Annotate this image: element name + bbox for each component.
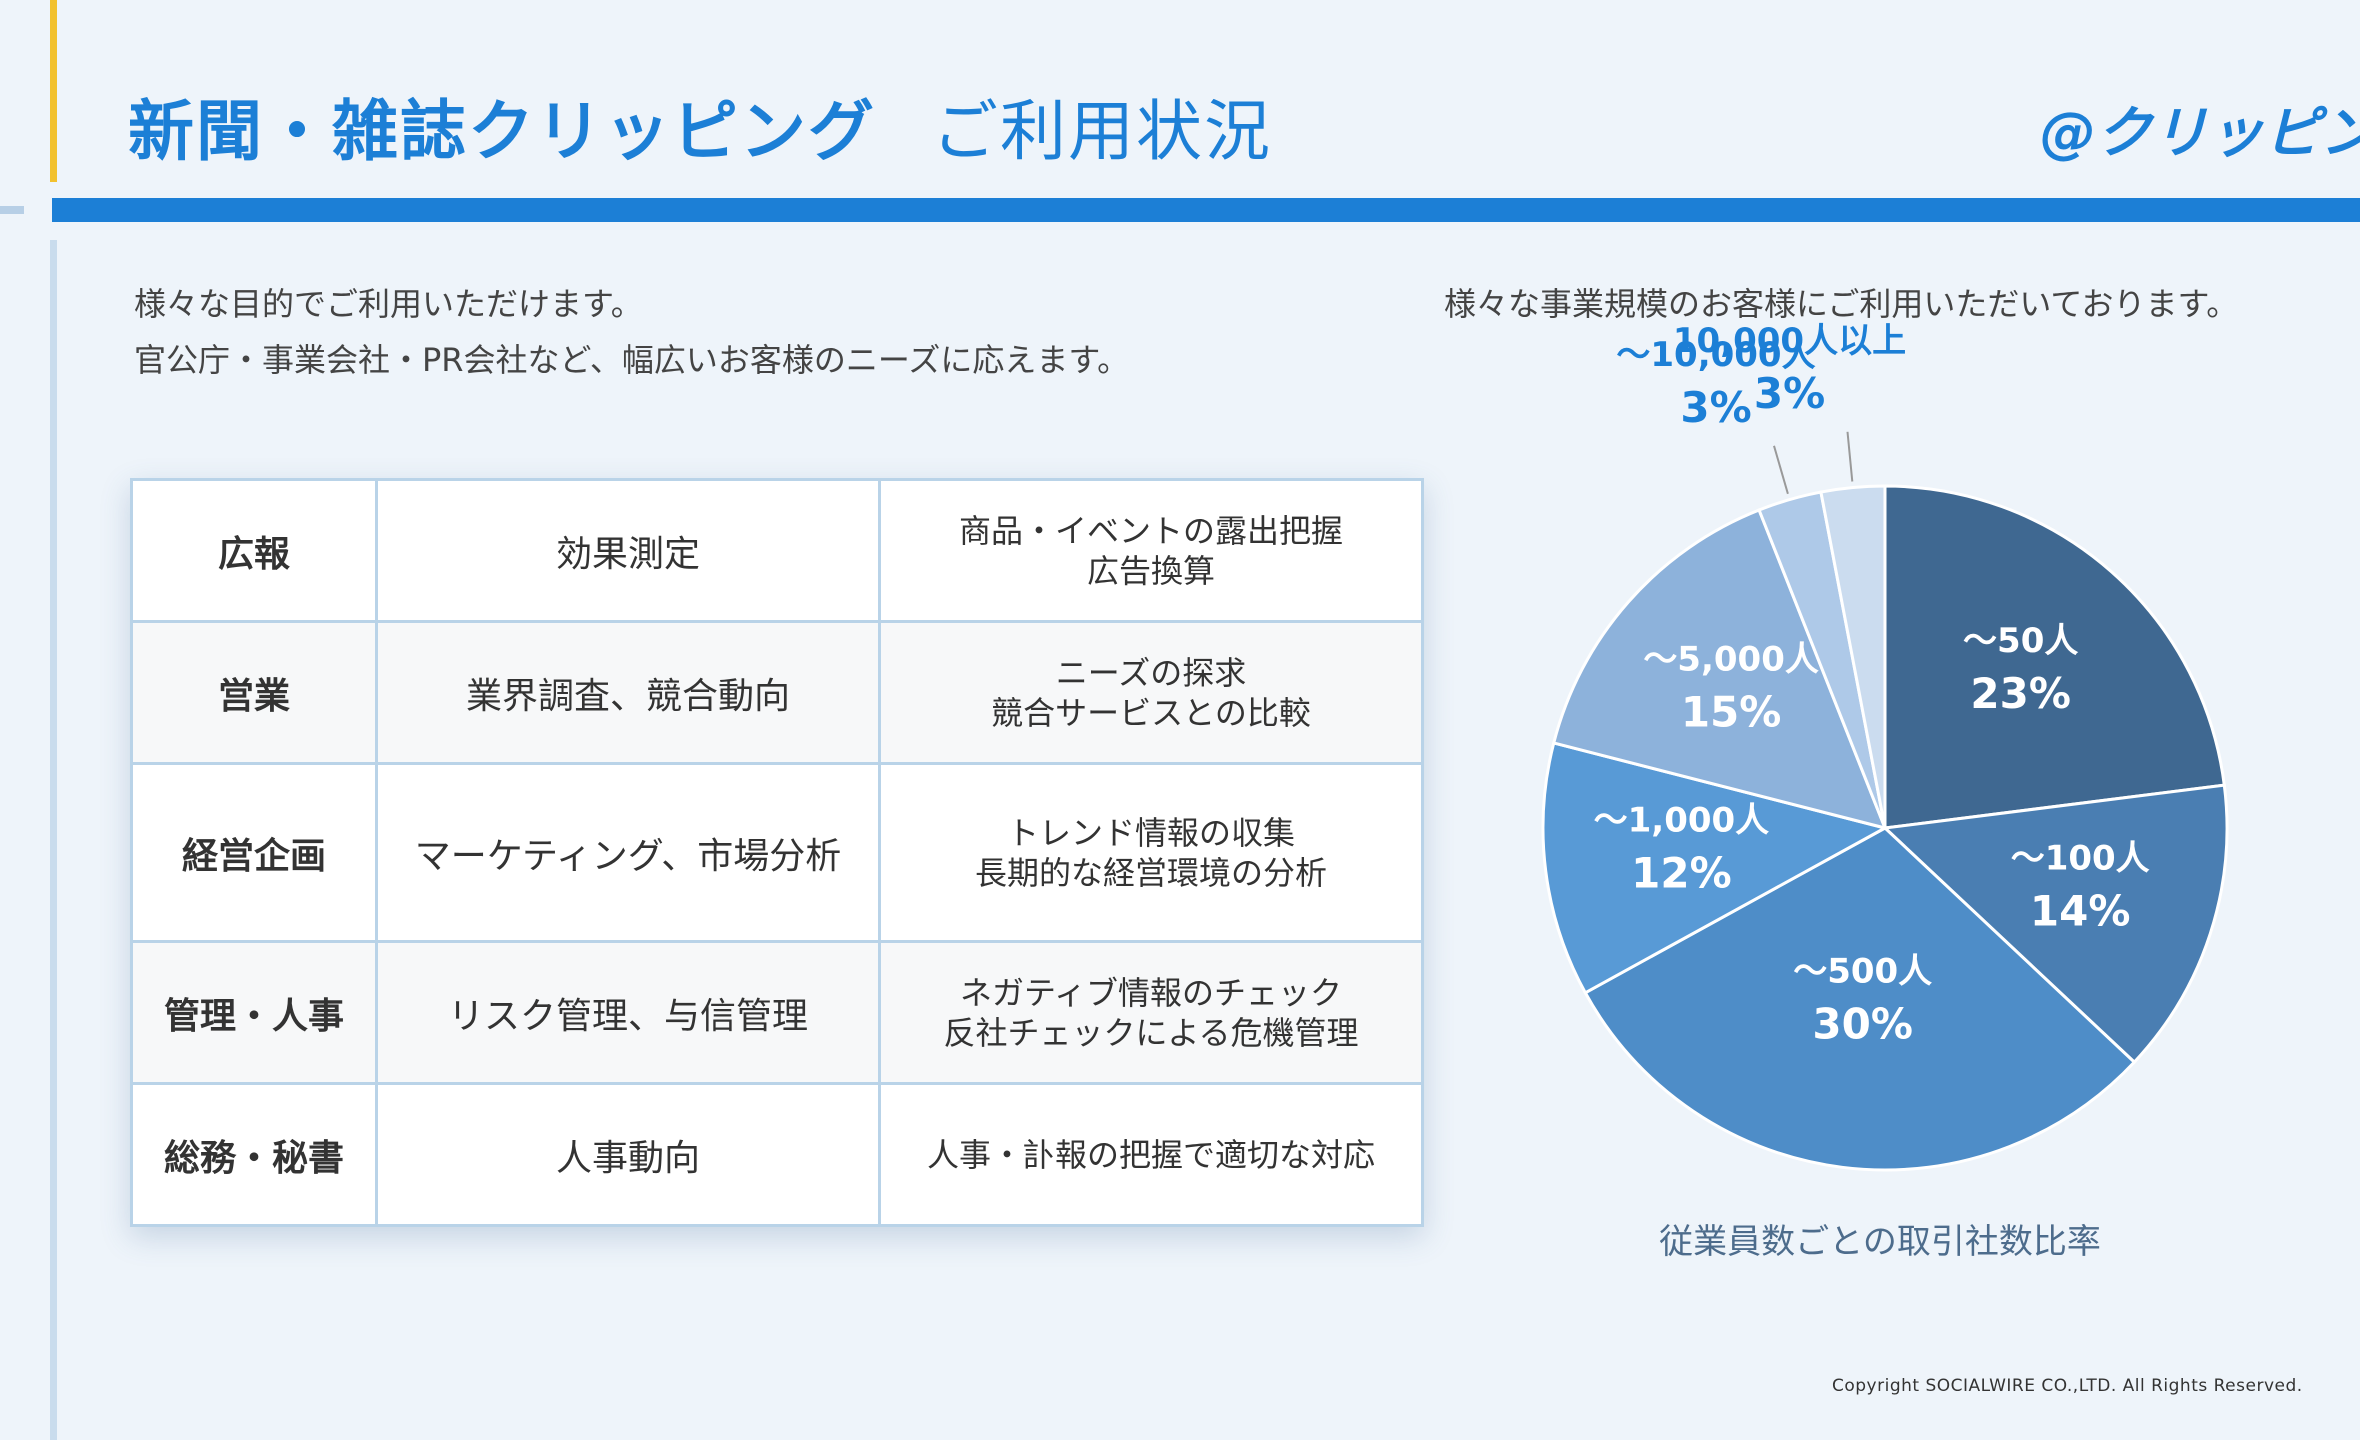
detail-line: 人事・訃報の把握で適切な対応 xyxy=(926,1135,1375,1174)
header-bar xyxy=(52,198,2360,222)
page-title-main: 新聞・雑誌クリッピング xyxy=(128,93,876,170)
pie-category-label-4: 〜5,000人 xyxy=(1643,639,1819,679)
pie-percent-label-3: 12% xyxy=(1631,849,1732,898)
table-cell-department: 経営企画 xyxy=(130,762,378,943)
pie-slice-6 xyxy=(1819,484,1887,829)
table-row: 営業 業界調査、競合動向 ニーズの探求 競合サービスとの比較 xyxy=(130,620,1424,765)
table-row: 広報 効果測定 商品・イベントの露出把握 広告換算 xyxy=(130,478,1424,623)
pie-percent-label-0: 23% xyxy=(1970,669,2071,718)
table-row: 経営企画 マーケティング、市場分析 トレンド情報の収集 長期的な経営環境の分析 xyxy=(130,762,1424,943)
pie-percent-label-6: 3% xyxy=(1754,369,1825,418)
table-cell-department: 総務・秘書 xyxy=(130,1082,378,1227)
pie-category-label-3: 〜1,000人 xyxy=(1594,801,1770,841)
left-intro-line-2: 官公庁・事業会社・PR会社など、幅広いお客様のニーズに応えます。 xyxy=(134,341,1130,379)
pie-leader-line-6 xyxy=(1846,431,1854,482)
table-cell-detail: ニーズの探求 競合サービスとの比較 xyxy=(878,620,1424,765)
page-title: 新聞・雑誌クリッピング ご利用状況 xyxy=(128,78,1272,174)
usage-table: 広報 効果測定 商品・イベントの露出把握 広告換算 営業 業界調査、競合動向 ニー… xyxy=(130,478,1424,1227)
pie-percent-label-2: 30% xyxy=(1812,999,1913,1048)
copyright-text: Copyright SOCIALWIRE CO.,LTD. All Rights… xyxy=(1832,1376,2303,1396)
pie-category-label-2: 〜500人 xyxy=(1793,951,1932,991)
pie-category-label-6: 10,000人以上 xyxy=(1673,321,1906,361)
accent-bar-yellow xyxy=(50,0,57,182)
pie-slice-0 xyxy=(1883,484,2226,830)
left-intro-line-1: 様々な目的でご利用いただけます。 xyxy=(134,285,643,323)
pie-category-label-5: 〜10,000人 xyxy=(1616,335,1815,375)
table-cell-purpose: リスク管理、与信管理 xyxy=(375,940,881,1085)
table-cell-department: 営業 xyxy=(130,620,378,765)
table-cell-purpose: 人事動向 xyxy=(375,1082,881,1227)
table-cell-purpose: 業界調査、競合動向 xyxy=(375,620,881,765)
table-row: 総務・秘書 人事動向 人事・訃報の把握で適切な対応 xyxy=(130,1082,1424,1227)
pie-slice-4 xyxy=(1551,508,1888,831)
right-intro: 様々な事業規模のお客様にご利用いただいております。 xyxy=(1444,285,2239,323)
pie-slice-3 xyxy=(1541,741,1890,995)
pie-chart-caption: 従業員数ごとの取引社数比率 xyxy=(1659,1222,2101,1262)
table-cell-purpose: 効果測定 xyxy=(375,478,881,623)
table-cell-department: 管理・人事 xyxy=(130,940,378,1085)
pie-percent-label-1: 14% xyxy=(2030,886,2131,935)
detail-line: 長期的な経営環境の分析 xyxy=(974,853,1327,892)
detail-line: 反社チェックによる危機管理 xyxy=(943,1013,1359,1052)
detail-line: ニーズの探求 xyxy=(1055,653,1247,692)
pie-percent-label-4: 15% xyxy=(1681,687,1782,736)
pie-category-label-1: 〜100人 xyxy=(2011,838,2150,878)
left-rule xyxy=(50,240,57,1440)
pie-percent-label-5: 3% xyxy=(1680,383,1751,432)
left-rule-tick xyxy=(0,206,24,214)
table-cell-detail: 商品・イベントの露出把握 広告換算 xyxy=(878,478,1424,623)
table-cell-detail: ネガティブ情報のチェック 反社チェックによる危機管理 xyxy=(878,940,1424,1085)
pie-leader-line-5 xyxy=(1773,445,1789,495)
pie-slice-1 xyxy=(1881,783,2229,1065)
pie-slice-2 xyxy=(1583,826,2137,1172)
detail-line: 競合サービスとの比較 xyxy=(991,693,1311,732)
table-cell-department: 広報 xyxy=(130,478,378,623)
detail-line: ネガティブ情報のチェック xyxy=(959,973,1343,1012)
brand-logo: @クリッピング xyxy=(2040,101,2360,166)
left-intro: 様々な目的でご利用いただけます。 官公庁・事業会社・PR会社など、幅広いお客様の… xyxy=(134,276,1129,388)
detail-line: 商品・イベントの露出把握 xyxy=(958,511,1343,550)
table-row: 管理・人事 リスク管理、与信管理 ネガティブ情報のチェック 反社チェックによる危機… xyxy=(130,940,1424,1085)
employee-size-pie-chart: 〜50人 23% 〜100人 14% 〜500人 30% 〜1,000人 12% 〜5,000人… xyxy=(1541,321,2229,1172)
table-cell-detail: トレンド情報の収集 長期的な経営環境の分析 xyxy=(878,762,1424,943)
table-cell-detail: 人事・訃報の把握で適切な対応 xyxy=(878,1082,1424,1227)
table-cell-purpose: マーケティング、市場分析 xyxy=(375,762,881,943)
page-subtitle: ご利用状況 xyxy=(932,93,1272,170)
detail-line: トレンド情報の収集 xyxy=(1006,813,1295,852)
pie-category-label-0: 〜50人 xyxy=(1963,621,2078,661)
detail-line: 広告換算 xyxy=(1086,551,1215,590)
